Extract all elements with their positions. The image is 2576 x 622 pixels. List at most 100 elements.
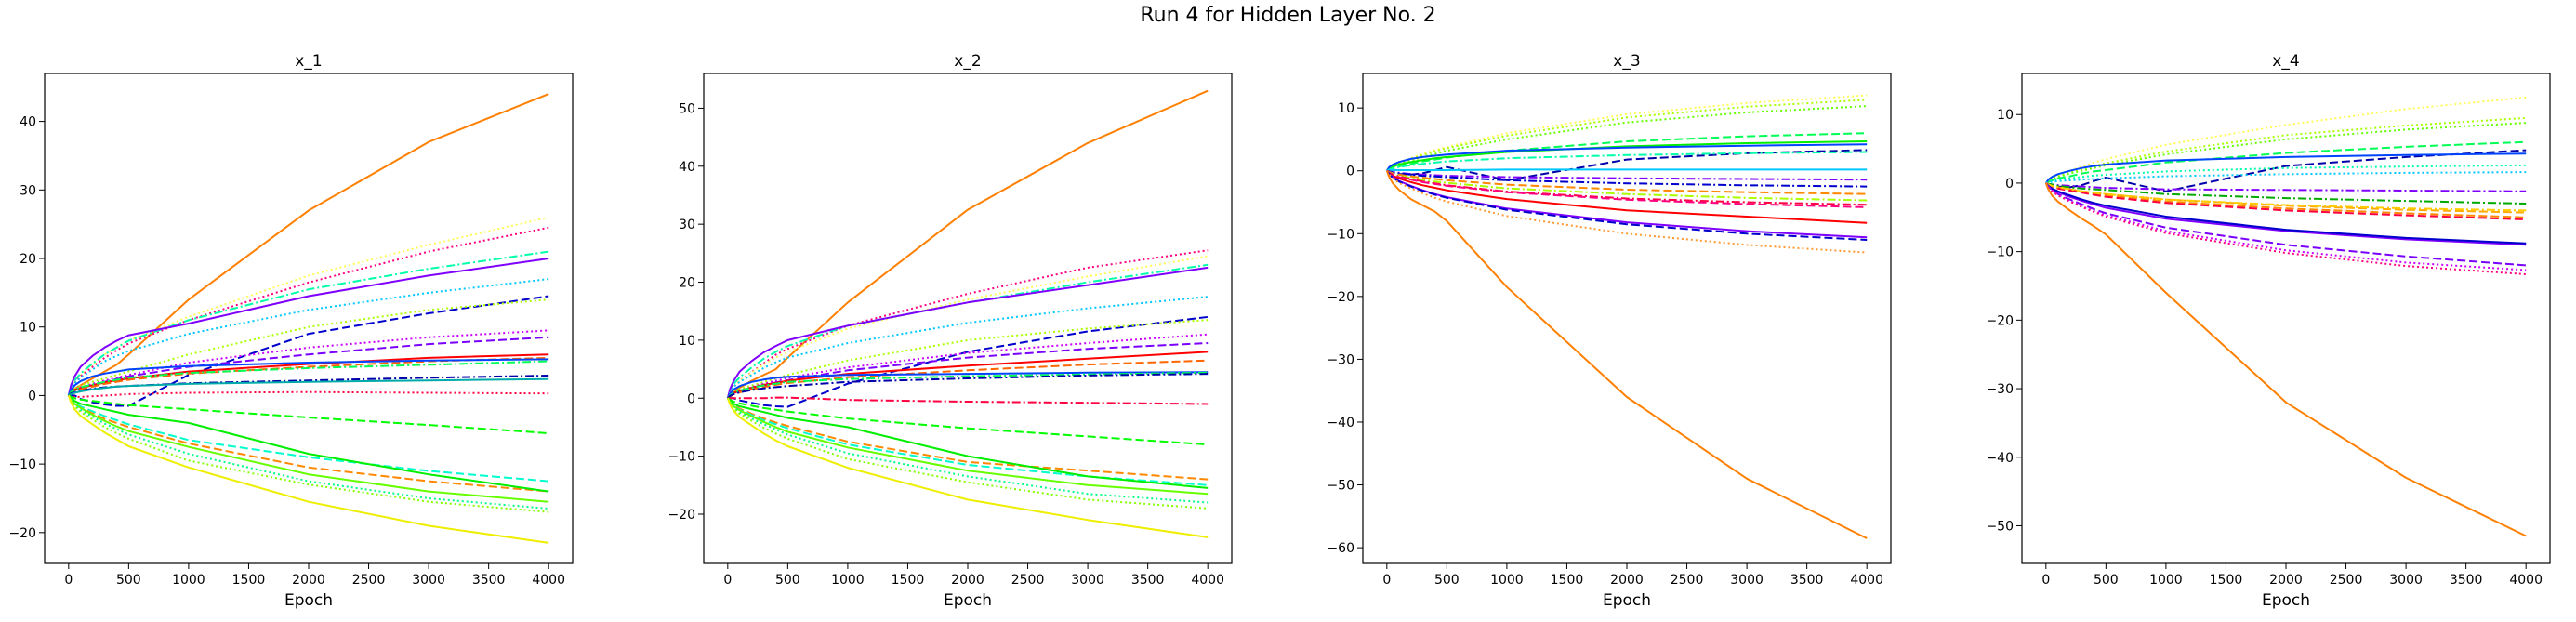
x-tick-label: 3000 <box>1071 573 1104 588</box>
y-tick-label: 40 <box>679 160 695 175</box>
subplot-title: x_1 <box>295 52 322 71</box>
x-tick-label: 500 <box>2094 573 2119 588</box>
series-line-2 <box>726 249 1209 399</box>
series-line-10 <box>2045 181 2527 205</box>
x-tick-label: 500 <box>775 573 800 588</box>
y-tick-label: 10 <box>679 334 695 349</box>
series-line-9 <box>68 329 549 397</box>
series-line-14 <box>67 360 549 396</box>
series-line-16 <box>68 377 549 397</box>
y-tick-label: −60 <box>1327 541 1354 556</box>
series-line-9 <box>727 333 1209 400</box>
y-tick-label: −20 <box>8 526 36 541</box>
series-line-1 <box>1386 94 1868 172</box>
series-line-13 <box>726 371 1209 399</box>
x-tick-label: 1000 <box>172 573 205 588</box>
x-tick-label: 4000 <box>1850 573 1883 588</box>
series-line-18 <box>726 397 1209 481</box>
series-line-18 <box>1385 170 1868 241</box>
series-line-15 <box>727 373 1209 400</box>
series-line-8 <box>727 319 1209 399</box>
series-line-23 <box>726 397 1209 510</box>
series-line-6 <box>2044 152 2527 184</box>
x-tick-label: 4000 <box>532 573 565 588</box>
series-line-16 <box>2045 182 2527 245</box>
y-tick-label: 0 <box>1346 165 1354 179</box>
series-line-14 <box>727 371 1209 399</box>
y-tick-label: 20 <box>679 276 695 291</box>
series-line-19 <box>2044 182 2527 275</box>
series-line-14 <box>2045 182 2527 212</box>
y-tick-label: 10 <box>20 321 36 336</box>
series-line-3 <box>726 255 1209 399</box>
x-tick-label: 2000 <box>951 573 984 588</box>
x-tick-label: 500 <box>1434 573 1460 588</box>
series-line-21 <box>68 394 549 493</box>
y-tick-label: −50 <box>1327 479 1354 494</box>
x-tick-label: 3500 <box>1131 573 1165 588</box>
series-line-3 <box>67 226 549 396</box>
x-tick-label: 4000 <box>2509 573 2543 588</box>
series-line-21 <box>726 397 1209 496</box>
series-line-12 <box>2045 182 2527 218</box>
x-tick-label: 0 <box>2041 573 2050 588</box>
series-line-5 <box>726 266 1209 399</box>
x-tick-label: 2500 <box>1011 573 1045 588</box>
series-line-3 <box>1386 105 1868 172</box>
x-tick-label: 1000 <box>2149 573 2183 588</box>
x-tick-label: 1500 <box>232 573 266 588</box>
y-tick-label: −20 <box>667 508 695 523</box>
x-tick-label: 1500 <box>2210 573 2243 588</box>
y-tick-label: 40 <box>20 115 36 130</box>
subplot-1: 0 500 1000 1500 2000 2500 3000 3500 4000 −20 −10 0 1… <box>8 52 574 610</box>
x-tick-label: 500 <box>116 573 141 588</box>
y-tick-label: 50 <box>679 101 695 116</box>
x-tick-label: 3500 <box>2450 573 2483 588</box>
x-axis-label: Epoch <box>2262 591 2310 610</box>
series-line-20 <box>2044 182 2527 537</box>
series-line-17 <box>2044 182 2527 267</box>
x-tick-label: 2500 <box>352 573 386 588</box>
y-tick-label: −30 <box>1327 352 1354 367</box>
x-tick-label: 0 <box>723 573 732 588</box>
x-tick-label: 1500 <box>892 573 925 588</box>
x-tick-label: 2000 <box>2269 573 2303 588</box>
y-tick-label: −10 <box>1986 245 2014 260</box>
x-tick-label: 3500 <box>1790 573 1824 588</box>
y-tick-label: 30 <box>20 183 36 198</box>
subplot-title: x_4 <box>2272 52 2299 71</box>
x-tick-label: 2500 <box>1671 573 1704 588</box>
y-tick-label: −10 <box>667 450 695 465</box>
x-tick-label: 1000 <box>1490 573 1524 588</box>
series-line-8 <box>2045 171 2527 184</box>
subplot-title: x_2 <box>954 52 981 71</box>
series-line-25 <box>67 395 549 544</box>
series-line-1 <box>67 93 549 396</box>
series-line-24 <box>726 397 1209 538</box>
axes-frame <box>44 73 574 564</box>
series-line-19 <box>67 394 549 483</box>
x-tick-label: 2000 <box>1610 573 1644 588</box>
series-line-20 <box>1385 170 1868 539</box>
x-tick-label: 2000 <box>292 573 325 588</box>
y-tick-label: −40 <box>1986 451 2014 466</box>
series-line-2 <box>2045 116 2527 184</box>
y-tick-label: 10 <box>1997 108 2014 123</box>
series-line-16 <box>727 396 1209 405</box>
x-axis-label: Epoch <box>944 591 992 610</box>
series-line-24 <box>67 394 549 513</box>
y-tick-label: 0 <box>687 391 695 406</box>
axes-frame <box>2021 73 2551 564</box>
figure-title: Run 4 for Hidden Layer No. 2 <box>1140 4 1436 27</box>
x-axis-label: Epoch <box>284 591 333 610</box>
series-line-6 <box>67 278 549 396</box>
series-line-5 <box>67 258 549 396</box>
subplot-3: 0 500 1000 1500 2000 2500 3000 3500 4000 −60 −50 −4… <box>1327 52 1892 610</box>
series-line-10 <box>1386 169 1868 181</box>
y-tick-label: 0 <box>28 389 36 404</box>
x-tick-label: 3000 <box>1730 573 1764 588</box>
x-tick-label: 0 <box>64 573 73 588</box>
x-tick-label: 4000 <box>1191 573 1224 588</box>
